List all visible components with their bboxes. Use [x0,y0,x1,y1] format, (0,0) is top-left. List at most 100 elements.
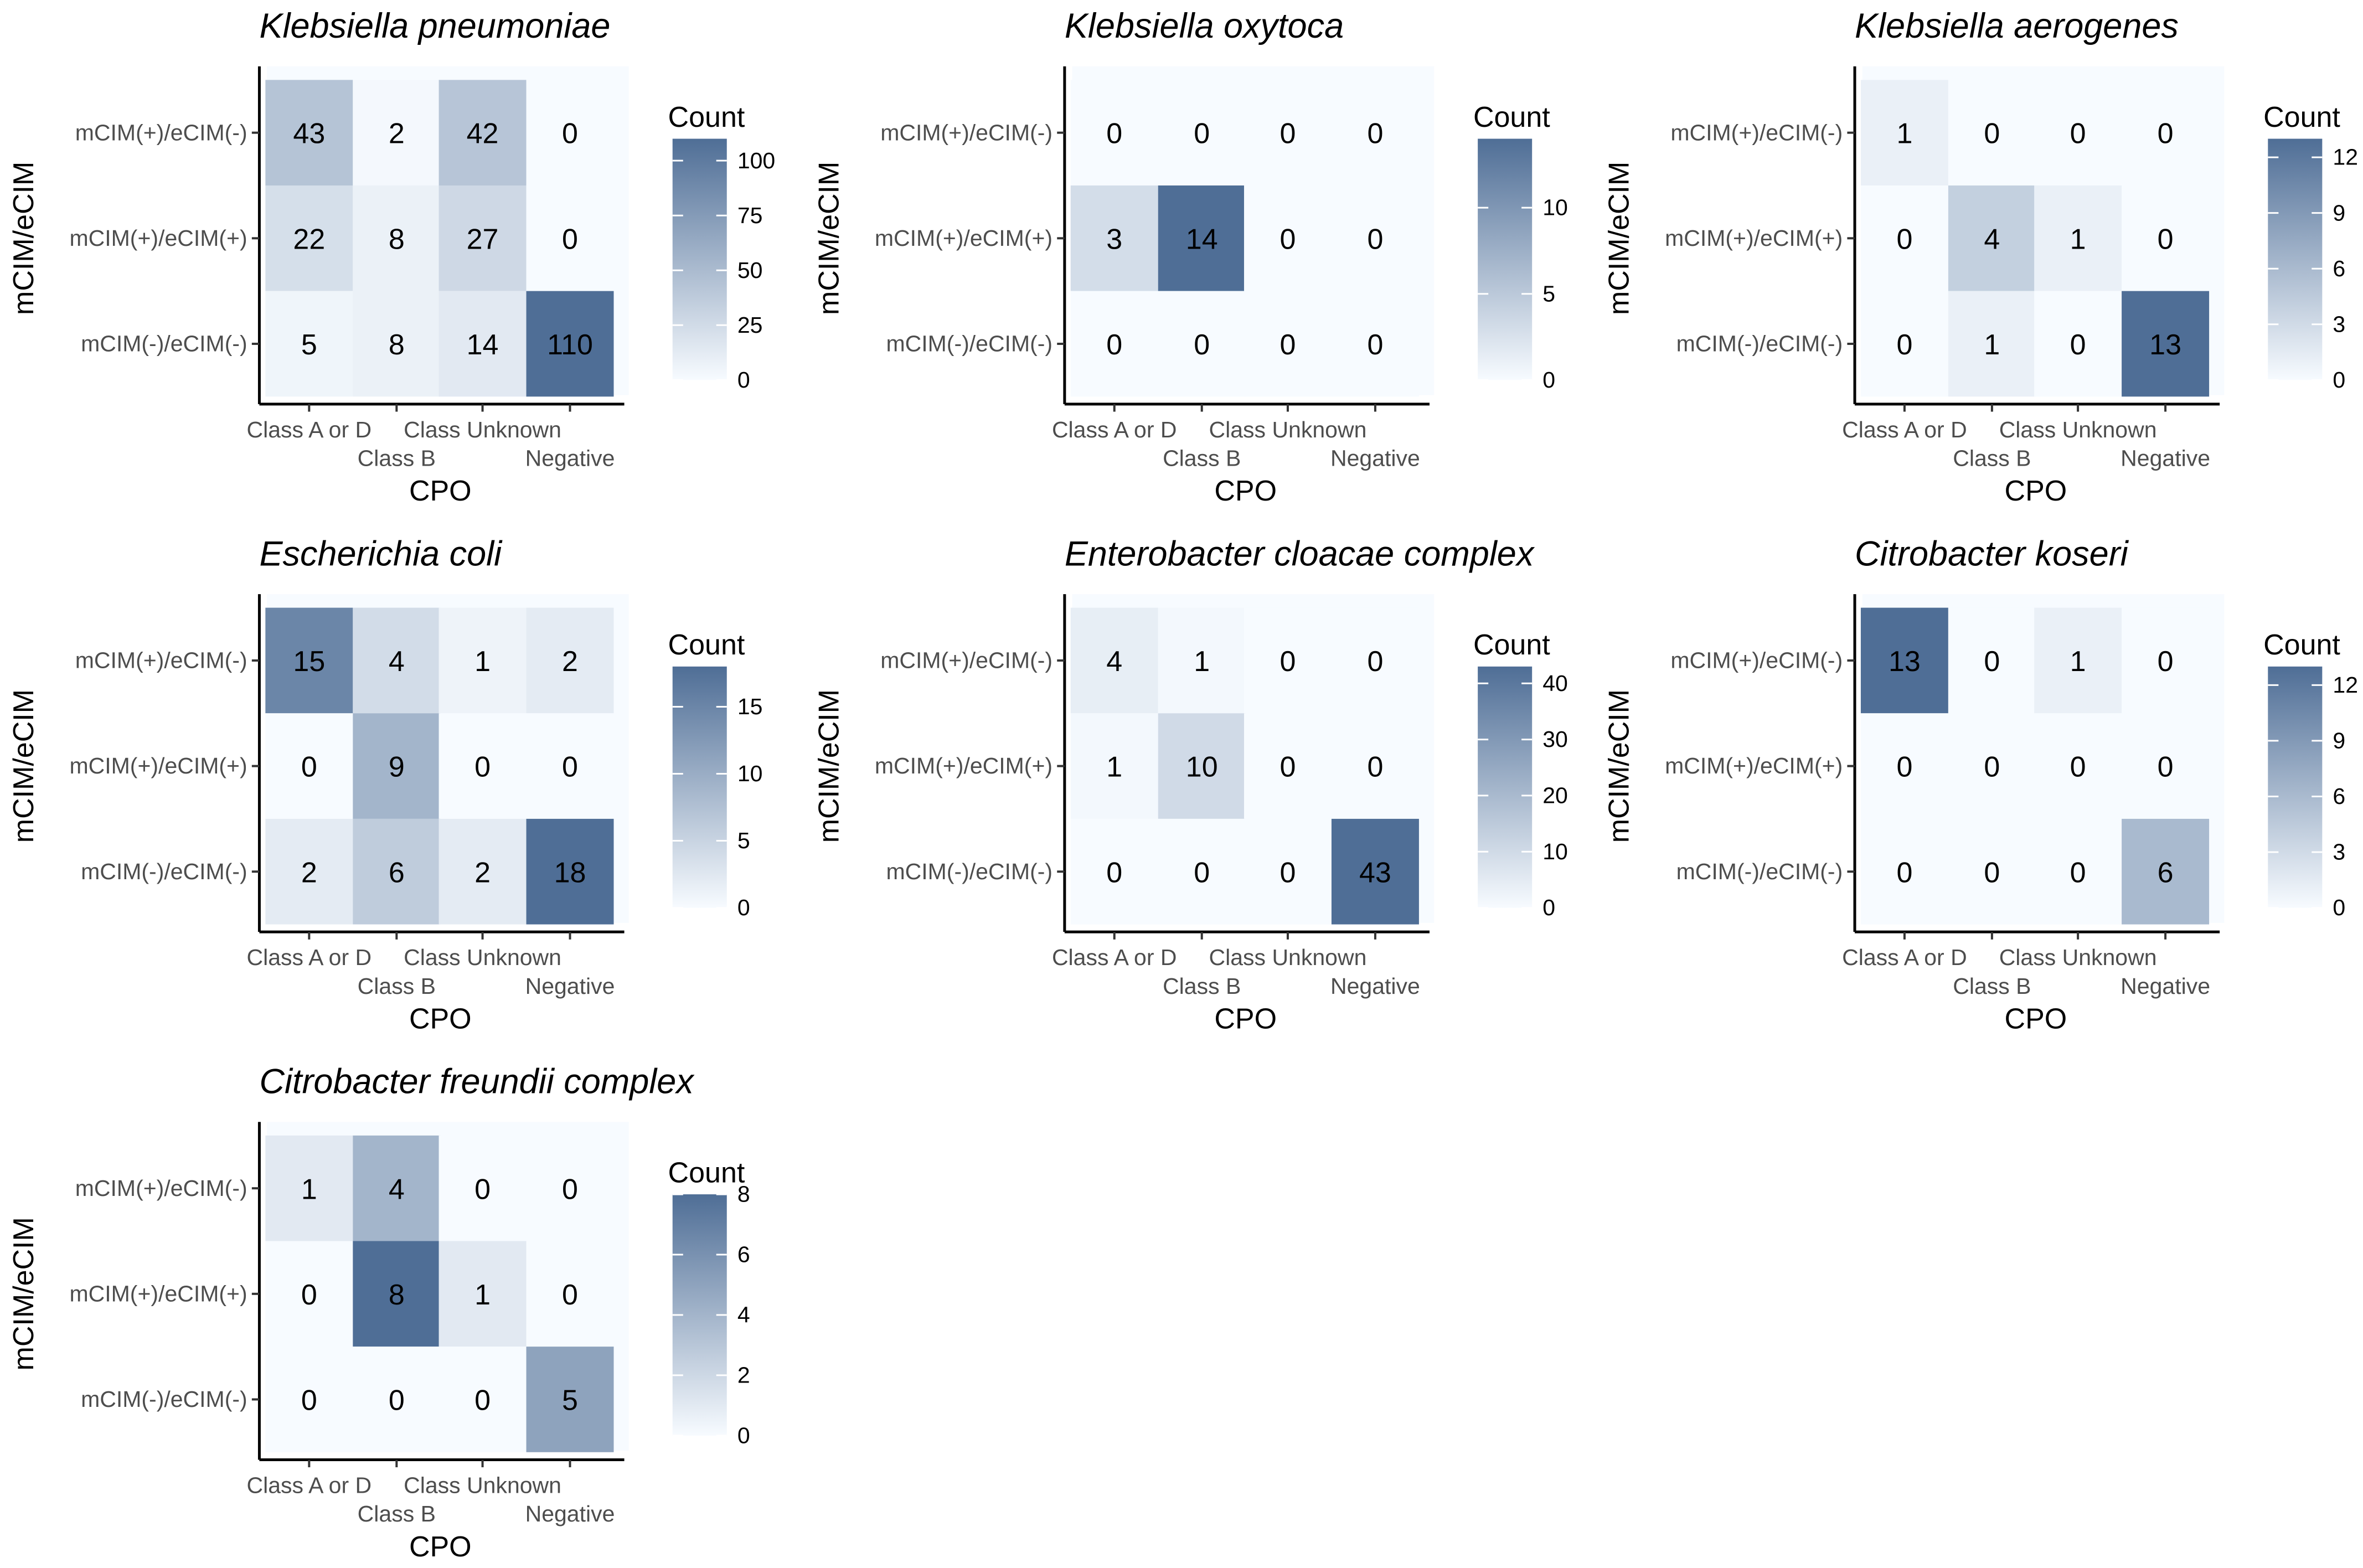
cell-value-label: 5 [562,1385,578,1417]
x-tick-label: Class Unknown [404,417,561,442]
heatmap-cell [526,1135,614,1241]
heatmap-cell [1158,80,1246,186]
cell-value-label: 1 [474,646,491,678]
y-axis-title: mCIM/eCIM [8,689,40,843]
cell-value-label: 0 [1367,751,1383,783]
heatmap-cell [1331,291,1419,397]
heatmap-cell [526,713,614,819]
heatmap-cell [526,80,614,186]
cell-value-label: 4 [1984,223,2000,255]
cell-value-label: 3 [1106,223,1122,255]
y-tick-label: mCIM(-)/eCIM(-) [886,331,1052,357]
heatmap-cell [1244,607,1332,714]
y-axis-title: mCIM/eCIM [1603,689,1635,843]
panel-title: Enterobacter cloacae complex [1065,534,1535,573]
cell-value-label: 0 [301,751,317,783]
heatmap-cell [265,1347,353,1452]
y-tick-label: mCIM(+)/eCIM(+) [1665,753,1843,778]
x-tick-label: Class Unknown [1209,945,1367,970]
legend-tick-label: 2 [737,1363,750,1388]
y-tick-label: mCIM(+)/eCIM(+) [70,753,247,778]
y-tick-label: mCIM(+)/eCIM(-) [75,648,247,673]
cell-value-label: 0 [1106,118,1122,150]
cell-value-label: 0 [1367,329,1383,361]
cell-value-label: 13 [2149,329,2181,361]
legend-tick-label: 75 [737,203,763,228]
x-tick-label: Class A or D [1842,945,1967,970]
cell-value-label: 0 [1896,223,1912,255]
panel-title: Citrobacter freundii complex [259,1062,695,1101]
cell-value-label: 14 [467,329,499,361]
heatmap-cell [1331,713,1419,819]
y-axis-title: mCIM/eCIM [1603,162,1635,315]
cell-value-label: 0 [562,1173,578,1205]
cell-value-label: 0 [1279,329,1296,361]
cell-value-label: 0 [1984,646,2000,678]
heatmap-cell [265,818,353,925]
cell-value-label: 0 [2070,329,2086,361]
x-tick-label: Class Unknown [404,1472,561,1498]
x-tick-label: Negative [525,1501,615,1526]
y-tick-label: mCIM(+)/eCIM(-) [880,648,1052,673]
cell-value-label: 0 [1279,646,1296,678]
legend-title: Count [1473,629,1550,661]
cell-value-label: 18 [554,857,586,889]
cell-value-label: 0 [562,1279,578,1311]
cell-value-label: 0 [1279,223,1296,255]
panel-title: Klebsiella oxytoca [1065,7,1344,45]
cell-value-label: 0 [1194,118,1210,150]
cell-value-label: 0 [1367,118,1383,150]
heatmap-cell [1158,713,1246,819]
heatmap-cell [2122,185,2210,291]
heatmap-cell [265,1241,353,1347]
heatmap-cell [438,713,527,819]
x-tick-label: Class Unknown [404,945,561,970]
y-tick-label: mCIM(+)/eCIM(-) [1670,648,1843,673]
heatmap-cell [1244,80,1332,186]
y-tick-label: mCIM(-)/eCIM(-) [81,859,247,884]
x-tick-label: Class A or D [1052,417,1177,442]
heatmap-cell [438,80,527,186]
cell-value-label: 27 [467,223,499,255]
y-tick-label: mCIM(+)/eCIM(+) [1665,225,1843,251]
y-axis-title: mCIM/eCIM [813,162,845,315]
heatmap-panel: Escherichia coli 15 4 1 2 0 9 0 0 2 6 2 18 mCIM(+)/eC… [8,534,763,1035]
cell-value-label: 1 [2070,646,2086,678]
legend-title: Count [2263,101,2340,133]
heatmap-cell [1331,185,1419,291]
cell-value-label: 1 [474,1279,491,1311]
cell-value-label: 0 [1106,329,1122,361]
cell-value-label: 0 [389,1385,405,1417]
cell-value-label: 0 [2158,646,2174,678]
cell-value-label: 2 [301,857,317,889]
heatmap-cell [265,713,353,819]
x-tick-label: Negative [525,446,615,471]
heatmap-cell [1244,818,1332,925]
cell-value-label: 1 [1106,751,1122,783]
heatmap-cell [1948,713,2036,819]
panel-title: Klebsiella pneumoniae [259,7,610,45]
legend-tick-label: 0 [2333,367,2345,393]
heatmap-panel: Klebsiella aerogenes 1 0 0 0 0 4 1 0 0 1 0 13 mCIM(+)… [1603,7,2358,507]
x-tick-label: Class B [358,446,436,471]
cell-value-label: 0 [1279,751,1296,783]
x-tick-label: Class A or D [1052,945,1177,970]
cell-value-label: 0 [1194,857,1210,889]
heatmap-cell [1070,185,1158,291]
x-axis-title: CPO [409,1531,472,1563]
x-tick-label: Class A or D [1842,417,1967,442]
y-tick-label: mCIM(-)/eCIM(-) [81,331,247,357]
heatmap-cell [2034,818,2122,925]
legend-tick-label: 12 [2333,145,2358,170]
legend-tick-label: 0 [2333,895,2345,920]
legend-tick-label: 40 [1542,670,1568,696]
heatmap-cell [1244,185,1332,291]
heatmap-cell [1331,607,1419,714]
cell-value-label: 0 [474,751,491,783]
x-axis-title: CPO [409,1003,472,1035]
x-tick-label: Negative [1330,446,1420,471]
legend-colorbar [2268,666,2323,908]
cell-value-label: 0 [1194,329,1210,361]
